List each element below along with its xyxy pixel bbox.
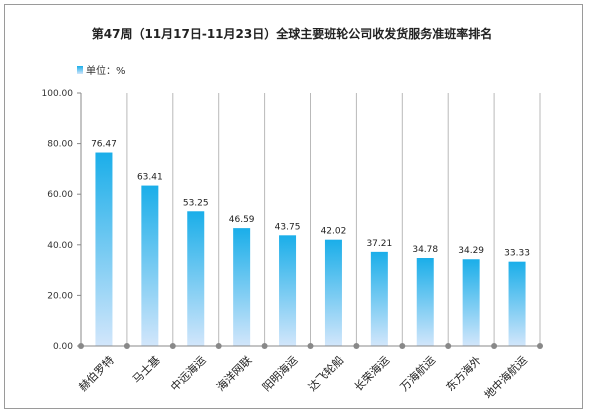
category-label: 马士基: [130, 354, 163, 387]
bar: [233, 228, 251, 346]
bar-value-label: 37.21: [366, 239, 392, 249]
bar-value-label: 43.75: [275, 222, 301, 232]
bar: [141, 185, 159, 346]
legend-swatch: [77, 66, 83, 74]
bar: [324, 239, 342, 346]
y-tick-label: 0.00: [53, 342, 73, 352]
bar-value-label: 33.33: [504, 249, 530, 259]
category-label: 阳明海运: [259, 353, 300, 394]
x-tick-dot: [169, 343, 176, 349]
bar-value-label: 63.41: [137, 173, 163, 183]
category-label: 东方海外: [443, 353, 484, 394]
y-tick-label: 60.00: [47, 190, 73, 200]
bar-value-label: 42.02: [321, 227, 347, 237]
bar: [462, 259, 480, 346]
bar: [370, 251, 388, 346]
bars: [95, 152, 526, 346]
category-label: 万海航运: [397, 353, 438, 394]
x-tick-dot: [215, 343, 222, 349]
bar-value-label: 34.78: [412, 245, 438, 255]
category-label: 赫伯罗特: [76, 353, 117, 394]
bar-value-label: 76.47: [91, 140, 117, 150]
bar-value-label: 53.25: [183, 198, 209, 208]
category-label: 中远海运: [168, 353, 209, 394]
x-tick-dot: [399, 343, 406, 349]
x-tick-dot: [537, 343, 543, 349]
category-label: 海洋网联: [213, 353, 254, 394]
y-tick-label: 100.00: [42, 89, 74, 99]
x-tick-dot: [78, 343, 84, 349]
y-axis: 0.00 20.00 40.00 60.00 80.00 100.00: [42, 89, 82, 352]
legend-label: 单位：%: [86, 64, 126, 77]
y-tick-label: 40.00: [47, 241, 73, 251]
chart-title: 第47周（11月17日-11月23日）全球主要班轮公司收发货服务准班率排名: [92, 26, 492, 41]
bar-value-label: 34.29: [458, 246, 484, 256]
x-tick-dot: [307, 343, 314, 349]
y-tick-label: 20.00: [47, 291, 73, 301]
bar: [279, 235, 297, 346]
x-tick-dot: [123, 343, 130, 349]
bar: [95, 152, 113, 346]
bar: [508, 261, 526, 346]
bar: [416, 258, 434, 346]
y-tick-label: 80.00: [47, 140, 73, 150]
bar-value-label: 46.59: [229, 215, 255, 225]
category-label: 地中海航运: [481, 353, 530, 402]
value-labels: 76.47 63.41 53.25 46.59 43.75 42.02 37.21 34.78…: [91, 140, 530, 259]
x-tick-dot: [261, 343, 268, 349]
bar: [187, 211, 205, 346]
category-label: 长荣海运: [351, 353, 392, 394]
category-label: 达飞轮船: [305, 353, 346, 394]
x-tick-dot: [491, 343, 498, 349]
x-tick-dot: [353, 343, 360, 349]
x-tick-dot: [445, 343, 452, 349]
legend: 单位：%: [77, 64, 126, 77]
